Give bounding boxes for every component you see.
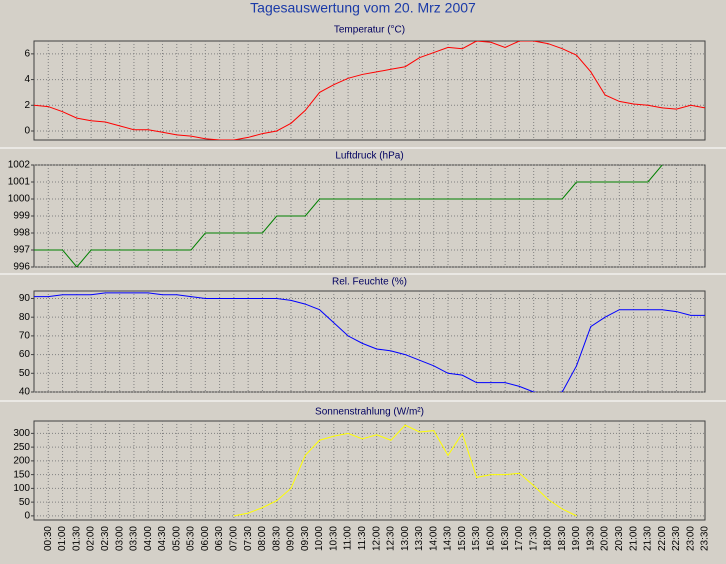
x-tick-label: 10:30 <box>328 526 339 551</box>
x-tick-label: 06:00 <box>200 526 211 551</box>
y-tick-label: 80 <box>19 312 31 323</box>
data-line <box>34 41 705 140</box>
y-tick-label: 0 <box>24 126 30 137</box>
y-tick-label: 2 <box>24 100 30 111</box>
y-tick-label: 150 <box>13 469 30 480</box>
x-tick-label: 15:30 <box>471 526 482 551</box>
x-tick-label: 21:30 <box>643 526 654 551</box>
x-tick-label: 04:00 <box>143 526 154 551</box>
x-tick-label: 16:30 <box>500 526 511 551</box>
x-tick-label: 22:00 <box>657 526 668 551</box>
x-tick-label: 13:30 <box>414 526 425 551</box>
data-line <box>34 165 663 267</box>
x-tick-label: 19:30 <box>585 526 596 551</box>
y-tick-label: 996 <box>13 262 30 273</box>
x-tick-label: 18:00 <box>543 526 554 551</box>
y-tick-label: 4 <box>24 74 30 85</box>
x-tick-label: 17:00 <box>514 526 525 551</box>
plot-area <box>33 40 706 141</box>
x-tick-label: 02:00 <box>86 526 97 551</box>
x-tick-label: 14:30 <box>443 526 454 551</box>
x-tick-label: 12:30 <box>386 526 397 551</box>
x-tick-label: 17:30 <box>528 526 539 551</box>
x-tick-label: 07:00 <box>229 526 240 551</box>
x-tick-label: 04:30 <box>157 526 168 551</box>
y-tick-label: 100 <box>13 483 30 494</box>
x-tick-label: 20:00 <box>600 526 611 551</box>
x-tick-label: 19:00 <box>571 526 582 551</box>
y-tick-label: 70 <box>19 331 31 342</box>
x-tick-label: 05:00 <box>171 526 182 551</box>
x-tick-label: 05:30 <box>186 526 197 551</box>
x-tick-label: 15:00 <box>457 526 468 551</box>
y-tick-label: 997 <box>13 245 30 256</box>
x-tick-label: 11:30 <box>357 526 368 551</box>
panel-title: Luftdruck (hPa) <box>335 151 403 162</box>
y-tick-label: 250 <box>13 442 30 453</box>
y-tick-label: 0 <box>24 511 30 522</box>
x-tick-label: 20:30 <box>614 526 625 551</box>
x-tick-label: 14:00 <box>428 526 439 551</box>
y-tick-label: 1001 <box>8 177 31 188</box>
y-tick-label: 200 <box>13 456 30 467</box>
y-tick-label: 60 <box>19 349 31 360</box>
y-tick-label: 998 <box>13 228 30 239</box>
x-tick-label: 23:00 <box>685 526 696 551</box>
x-tick-label: 00:30 <box>43 526 54 551</box>
x-tick-label: 09:30 <box>300 526 311 551</box>
x-tick-label: 08:30 <box>271 526 282 551</box>
x-tick-label: 01:00 <box>57 526 68 551</box>
x-tick-label: 16:00 <box>485 526 496 551</box>
y-tick-label: 50 <box>19 368 31 379</box>
y-tick-label: 6 <box>24 48 30 59</box>
x-tick-label: 02:30 <box>100 526 111 551</box>
x-tick-label: 13:00 <box>400 526 411 551</box>
x-tick-label: 01:30 <box>71 526 82 551</box>
x-tick-label: 11:00 <box>343 526 354 551</box>
page-title: Tagesauswertung vom 20. Mrz 2007 <box>250 0 476 16</box>
x-tick-label: 18:30 <box>557 526 568 551</box>
x-tick-label: 21:00 <box>628 526 639 551</box>
y-tick-label: 50 <box>19 497 31 508</box>
x-tick-label: 23:30 <box>700 526 711 551</box>
x-tick-label: 08:00 <box>257 526 268 551</box>
y-tick-label: 90 <box>19 293 31 304</box>
panel-title: Sonnenstrahlung (W/m²) <box>315 407 424 418</box>
x-tick-label: 22:30 <box>671 526 682 551</box>
panel-title: Rel. Feuchte (%) <box>332 277 407 288</box>
data-line <box>233 424 577 517</box>
y-tick-label: 1002 <box>8 160 31 171</box>
x-tick-label: 06:30 <box>214 526 225 551</box>
panel-title: Temperatur (°C) <box>334 25 405 36</box>
y-tick-label: 999 <box>13 211 30 222</box>
plot-area <box>33 420 706 521</box>
x-tick-label: 10:00 <box>314 526 325 551</box>
x-tick-label: 12:00 <box>371 526 382 551</box>
y-tick-label: 300 <box>13 428 30 439</box>
y-tick-label: 1000 <box>8 194 31 205</box>
x-tick-label: 03:00 <box>114 526 125 551</box>
x-tick-label: 03:30 <box>129 526 140 551</box>
x-tick-label: 07:30 <box>243 526 254 551</box>
x-tick-label: 09:00 <box>286 526 297 551</box>
y-tick-label: 40 <box>19 387 31 398</box>
data-line <box>34 292 705 392</box>
plot-area <box>33 290 706 393</box>
